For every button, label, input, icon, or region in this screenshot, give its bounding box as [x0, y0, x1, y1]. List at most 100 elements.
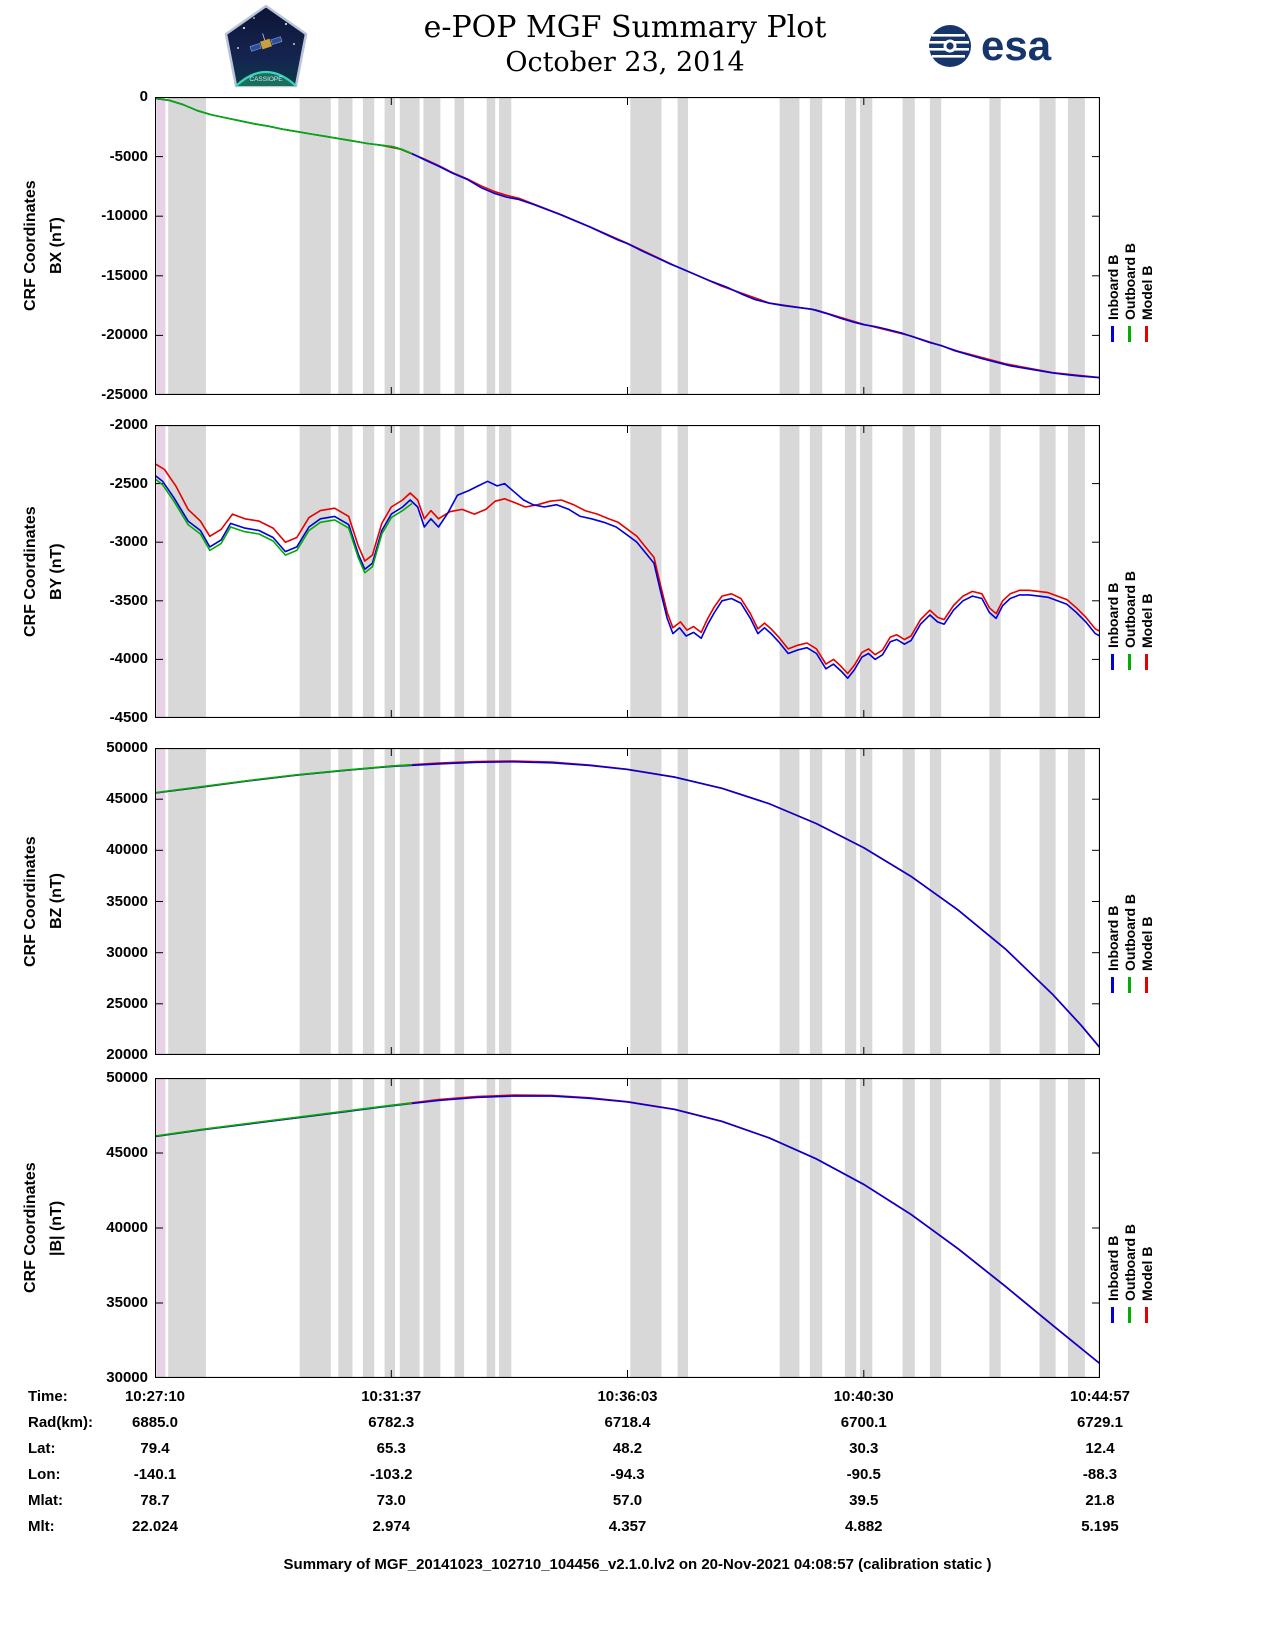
legend-label-model: Model B — [1138, 593, 1155, 648]
page-title: e-POP MGF Summary Plot — [423, 10, 827, 45]
patch-star — [285, 23, 287, 25]
data-gap-band — [860, 425, 873, 718]
data-gap-band — [630, 748, 662, 1055]
legend-item-inboard: Inboard B — [1104, 833, 1121, 993]
y-tick-label: 0 — [139, 88, 148, 105]
title-block: e-POP MGF Summary Plot October 23, 2014 — [300, 10, 950, 80]
ephemeris-value: 10:31:37 — [361, 1388, 422, 1405]
y-tick-label: -3000 — [109, 533, 148, 551]
series-line-outboard-b — [154, 764, 413, 794]
legend-label-model: Model B — [1138, 916, 1155, 971]
ephemeris-value: 6700.1 — [840, 1414, 887, 1431]
legend-line-sample-model — [1145, 977, 1148, 993]
y-tick-label: 30000 — [106, 943, 148, 961]
ephemeris-value: 6885.0 — [132, 1414, 178, 1431]
series-line-outboard-b — [154, 478, 413, 574]
data-gap-band — [299, 425, 331, 718]
legend-item-outboard: Outboard B — [1121, 833, 1138, 993]
esa-logo: esa — [925, 20, 1051, 72]
y-tick-label: -4500 — [109, 709, 148, 726]
data-gap-band — [299, 748, 331, 1055]
data-gap-band — [989, 1078, 1001, 1378]
legend-line-sample-inboard — [1111, 977, 1114, 993]
legend-item-model: Model B — [1138, 510, 1155, 670]
ephemeris-value: -88.3 — [1082, 1466, 1118, 1483]
y-tick-label: 50000 — [106, 739, 148, 756]
y-tick-label: -2500 — [109, 474, 148, 492]
data-gap-band — [989, 748, 1001, 1055]
ephemeris-value: 4.882 — [844, 1518, 883, 1535]
y-tick-label: -15000 — [101, 266, 148, 284]
data-gap-band — [844, 748, 857, 1055]
y-tick-label: -25000 — [101, 386, 148, 403]
esa-logo-mark — [928, 25, 971, 67]
ephemeris-value: 10:44:57 — [1069, 1388, 1131, 1405]
data-gap-band — [384, 425, 395, 718]
ephemeris-value: -103.2 — [369, 1466, 413, 1483]
y-tick-label: 45000 — [106, 1144, 148, 1161]
data-gap-band — [399, 97, 420, 395]
data-gap-band — [454, 1078, 465, 1378]
data-gap-band — [499, 748, 512, 1055]
ephemeris-value: 2.974 — [372, 1518, 411, 1535]
plot-area-by — [154, 424, 1101, 719]
ephemeris-value: 65.3 — [376, 1440, 406, 1457]
data-gap-band — [809, 1078, 823, 1378]
data-gap-band — [844, 1078, 857, 1378]
legend-label-inboard: Inboard B — [1104, 905, 1121, 971]
data-gap-band — [929, 1078, 942, 1378]
legend-item-inboard: Inboard B — [1104, 1163, 1121, 1323]
y-tick-label: 25000 — [106, 994, 148, 1012]
panel-svg — [154, 747, 1101, 1056]
data-gap-band — [156, 97, 166, 395]
ephemeris-value: 21.8 — [1085, 1492, 1115, 1509]
legend-line-sample-outboard — [1128, 654, 1131, 670]
data-gap-band — [499, 97, 512, 395]
data-gap-band — [809, 748, 823, 1055]
patch-satellite — [249, 33, 283, 52]
series-line-model-b — [154, 463, 1101, 675]
data-gap-band — [779, 748, 800, 1055]
ephemeris-value: 79.4 — [140, 1440, 170, 1457]
y-axis-label-component: BX (nT) — [48, 217, 65, 275]
y-tick-label: 35000 — [106, 1294, 148, 1311]
patch-aurora — [235, 71, 297, 87]
data-gap-band — [779, 1078, 800, 1378]
cassiope-mission-patch: CASSIOPE — [224, 4, 308, 88]
patch-star — [243, 27, 245, 29]
data-gap-band — [1067, 748, 1085, 1055]
data-gap-band — [1039, 425, 1056, 718]
data-gap-band — [299, 97, 331, 395]
legend: Inboard B Outboard B Model B — [1104, 1163, 1155, 1323]
legend-label-inboard: Inboard B — [1104, 1235, 1121, 1301]
ephemeris-value: 10:36:03 — [597, 1388, 658, 1405]
y-tick-label: 20000 — [106, 1046, 148, 1063]
patch-label: CASSIOPE — [249, 76, 283, 83]
data-gap-band — [860, 97, 873, 395]
data-gap-band — [902, 1078, 915, 1378]
plot-area-bz — [154, 747, 1101, 1056]
series-line-inboard-b — [154, 761, 1101, 1049]
ephemeris-value: 6729.1 — [1077, 1414, 1123, 1431]
y-tick-label: -10000 — [101, 207, 148, 225]
data-gap-band — [486, 1078, 496, 1378]
ephemeris-value: 10:40:30 — [833, 1388, 894, 1405]
ephemeris-value: 4.357 — [608, 1518, 647, 1535]
data-gap-band — [168, 1078, 206, 1378]
data-gap-band — [423, 1078, 441, 1378]
data-gap-band — [677, 425, 688, 718]
y-tick-label: 35000 — [106, 892, 148, 910]
legend-item-outboard: Outboard B — [1121, 182, 1138, 342]
ephemeris-row-label: Mlt: — [28, 1518, 55, 1535]
data-gap-band — [902, 97, 915, 395]
legend-line-sample-outboard — [1128, 326, 1131, 342]
panel-border — [154, 1077, 1101, 1379]
data-gap-band — [779, 97, 800, 395]
legend-label-inboard: Inboard B — [1104, 254, 1121, 320]
patch-star — [253, 17, 255, 19]
data-gap-band — [156, 425, 166, 718]
data-gap-band — [362, 425, 375, 718]
data-gap-band — [299, 1078, 331, 1378]
data-gap-band — [423, 748, 441, 1055]
legend-item-outboard: Outboard B — [1121, 1163, 1138, 1323]
